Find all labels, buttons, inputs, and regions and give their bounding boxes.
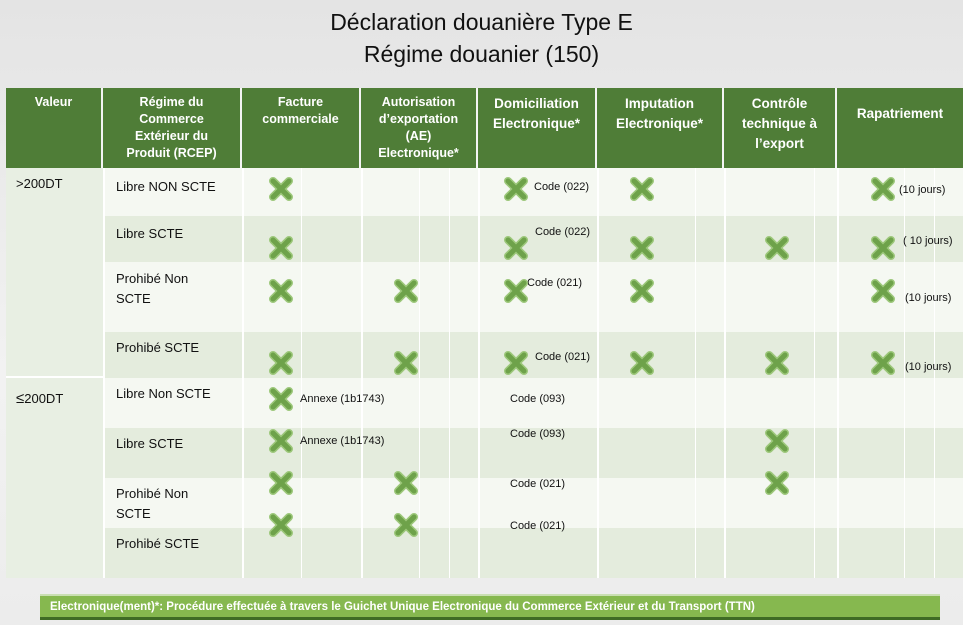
- rcep-label: Prohibé SCTE: [116, 536, 200, 551]
- green-x-icon: [871, 279, 895, 303]
- regime-table: Valeur Régime du Commerce Extérieur du P…: [6, 88, 963, 578]
- domiciliation-code: Code (021): [535, 351, 591, 363]
- value-group-above: >200DT: [6, 168, 103, 378]
- rapatriement-delay: (10 jours): [899, 184, 946, 196]
- rapatriement-delay: ( 10 jours): [903, 235, 953, 247]
- green-x-icon: [269, 387, 293, 411]
- green-x-icon: [765, 351, 789, 375]
- green-x-icon: [630, 351, 654, 375]
- green-x-icon: [765, 429, 789, 453]
- green-x-icon: [630, 236, 654, 260]
- green-x-icon: [871, 351, 895, 375]
- slide-title: Déclaration douanière Type E Régime doua…: [0, 6, 963, 70]
- row-band: [103, 332, 963, 378]
- green-x-icon: [394, 351, 418, 375]
- green-x-icon: [504, 177, 528, 201]
- green-x-icon: [504, 236, 528, 260]
- green-x-icon: [765, 471, 789, 495]
- green-x-icon: [394, 471, 418, 495]
- rcep-label: Prohibé Non SCTE: [116, 271, 189, 306]
- header-rcep: Régime du Commerce Extérieur du Produit …: [103, 88, 242, 168]
- green-x-icon: [871, 177, 895, 201]
- row-band: [103, 528, 963, 578]
- green-x-icon: [630, 279, 654, 303]
- domiciliation-code: Code (021): [527, 277, 583, 289]
- row-band: [103, 216, 963, 262]
- row-band: [103, 428, 963, 478]
- header-controle: Contrôle technique à l’export: [724, 88, 837, 168]
- domiciliation-code: Code (093): [510, 428, 566, 440]
- header-ae: Autorisation d’exportation (AE) Electron…: [361, 88, 478, 168]
- rcep-label: Libre Non SCTE: [116, 386, 211, 401]
- domiciliation-code: Code (022): [535, 226, 591, 238]
- green-x-icon: [394, 279, 418, 303]
- row-band: [103, 168, 963, 216]
- domiciliation-code: Code (021): [510, 520, 566, 532]
- rapatriement-delay: (10 jours): [905, 292, 952, 304]
- header-valeur: Valeur: [6, 88, 103, 168]
- facture-annex: Annexe (1b1743): [300, 393, 385, 405]
- green-x-icon: [269, 513, 293, 537]
- domiciliation-code: Code (022): [534, 181, 590, 193]
- row-band: [103, 478, 963, 528]
- row-band: [103, 262, 963, 332]
- rcep-label: Libre SCTE: [116, 226, 184, 241]
- rapatriement-delay: (10 jours): [905, 361, 952, 373]
- header-domiciliation: Domiciliation Electronique*: [478, 88, 597, 168]
- green-x-icon: [504, 279, 528, 303]
- rcep-label: Prohibé Non SCTE: [116, 486, 189, 521]
- green-x-icon: [269, 351, 293, 375]
- header-imputation: Imputation Electronique*: [597, 88, 724, 168]
- header-facture: Facture commerciale: [242, 88, 361, 168]
- header-rapatriement: Rapatriement: [837, 88, 963, 168]
- green-x-icon: [269, 236, 293, 260]
- green-x-icon: [394, 513, 418, 537]
- green-x-icon: [504, 351, 528, 375]
- facture-annex: Annexe (1b1743): [300, 435, 385, 447]
- green-x-icon: [765, 236, 789, 260]
- rcep-label: Libre NON SCTE: [116, 179, 216, 194]
- title-line-1: Déclaration douanière Type E: [330, 9, 633, 35]
- rcep-label: Libre SCTE: [116, 436, 184, 451]
- green-x-icon: [269, 177, 293, 201]
- title-line-2: Régime douanier (150): [363, 41, 600, 67]
- domiciliation-code: Code (093): [510, 393, 566, 405]
- row-band: [103, 378, 963, 428]
- green-x-icon: [269, 279, 293, 303]
- green-x-icon: [871, 236, 895, 260]
- value-group-below: ≤200DT: [6, 378, 103, 578]
- green-x-icon: [630, 177, 654, 201]
- footnote-bar: Electronique(ment)*: Procédure effectuée…: [40, 594, 940, 620]
- rcep-label: Prohibé SCTE: [116, 340, 200, 355]
- green-x-icon: [269, 471, 293, 495]
- domiciliation-code: Code (021): [510, 478, 566, 490]
- green-x-icon: [269, 429, 293, 453]
